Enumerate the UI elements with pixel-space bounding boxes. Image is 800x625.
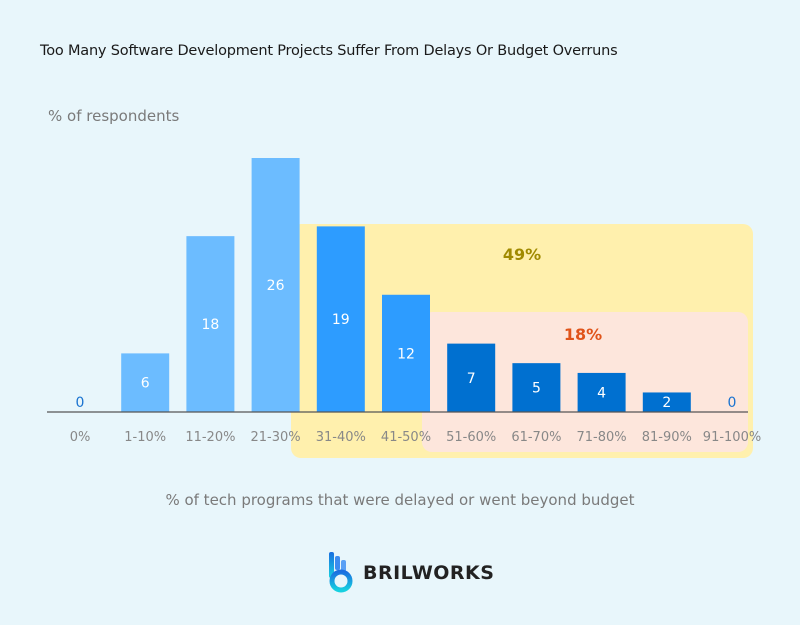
tick-label-1-10%: 1-10% [124, 430, 166, 445]
tick-label-41-50%: 41-50% [381, 430, 431, 445]
tick-label-91-100%: 91-100% [703, 430, 761, 445]
bar-41-50% [382, 294, 430, 412]
data-label-41-50%: 12 [397, 346, 415, 362]
annotation-18: 18% [564, 325, 602, 344]
data-label-81-90%: 2 [662, 395, 671, 411]
brand-name: BRILWORKS [363, 562, 495, 584]
data-label-51-60%: 7 [467, 371, 476, 387]
bar-71-80% [577, 372, 626, 412]
brilworks-logo-icon [329, 552, 353, 593]
tick-label-31-40%: 31-40% [316, 430, 366, 445]
tick-label-71-80%: 71-80% [577, 430, 627, 445]
x-axis-label: % of tech programs that were delayed or … [165, 491, 635, 509]
tick-label-81-90%: 81-90% [642, 430, 692, 445]
annotation-49: 49% [503, 245, 541, 264]
tick-label-51-60%: 51-60% [446, 430, 496, 445]
bar-31-40% [316, 226, 365, 412]
data-label-0%: 0 [76, 395, 85, 411]
tick-label-0%: 0% [70, 430, 91, 445]
tick-label-21-30%: 21-30% [251, 430, 301, 445]
bar-51-60% [447, 343, 496, 412]
bar-81-90% [642, 392, 691, 412]
bar-61-70% [512, 363, 561, 412]
tick-label-11-20%: 11-20% [185, 430, 235, 445]
data-label-1-10%: 6 [141, 376, 150, 392]
data-label-31-40%: 19 [332, 312, 350, 328]
data-label-21-30%: 26 [267, 278, 285, 294]
tick-label-61-70%: 61-70% [511, 430, 561, 445]
bar-11-20% [186, 236, 235, 412]
bar-21-30% [251, 158, 300, 412]
data-label-71-80%: 4 [597, 385, 606, 401]
data-label-61-70%: 5 [532, 381, 541, 397]
bar-1-10% [121, 353, 170, 412]
data-label-11-20%: 18 [201, 317, 219, 333]
brilworks-logo: BRILWORKS [328, 552, 494, 594]
y-axis-label: % of respondents [48, 107, 180, 125]
data-label-91-100%: 0 [728, 395, 737, 411]
chart-title: Too Many Software Development Projects S… [40, 43, 618, 59]
